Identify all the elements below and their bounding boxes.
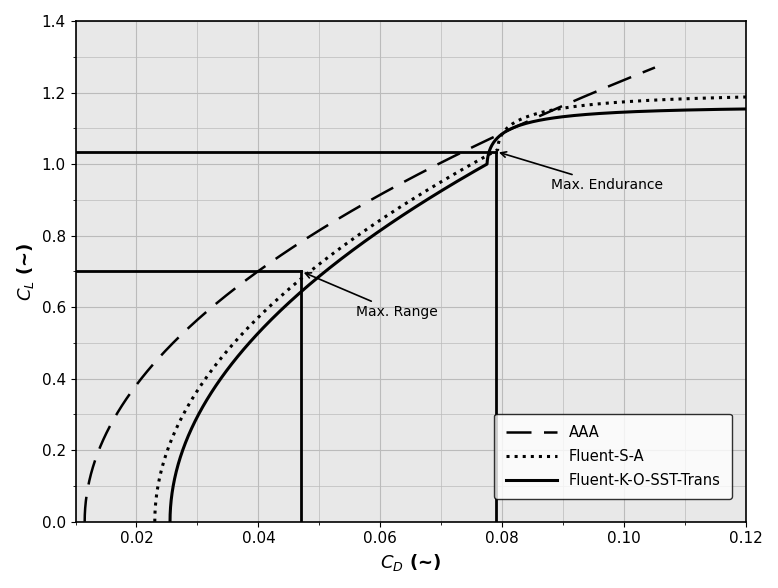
Fluent-K-O-SST-Trans — [241, 343, 251, 350]
Legend: AAA, Fluent-S-A, Fluent-K-O-SST-Trans: AAA, Fluent-S-A, Fluent-K-O-SST-Trans — [494, 413, 732, 499]
AAA — [170, 338, 179, 345]
Fluent-K-O-SST-Trans — [260, 323, 269, 330]
Fluent-K-O-SST-Trans — [549, 114, 559, 121]
Line: Fluent-K-O-SST-Trans: Fluent-K-O-SST-Trans — [170, 108, 778, 522]
Fluent-S-A — [150, 518, 159, 525]
Fluent-S-A — [152, 490, 162, 497]
Line: Fluent-S-A: Fluent-S-A — [155, 95, 778, 522]
AAA — [650, 64, 660, 71]
X-axis label: $C_D$ (~): $C_D$ (~) — [380, 552, 441, 573]
AAA — [141, 370, 150, 377]
Fluent-S-A — [701, 95, 710, 102]
Fluent-S-A — [230, 339, 239, 346]
Fluent-S-A — [187, 397, 196, 404]
Fluent-S-A — [151, 505, 160, 512]
Text: Max. Endurance: Max. Endurance — [500, 152, 663, 192]
Text: Max. Range: Max. Range — [305, 273, 438, 319]
AAA — [377, 191, 387, 198]
Fluent-K-O-SST-Trans — [166, 518, 175, 525]
Line: AAA: AAA — [85, 68, 655, 522]
Fluent-K-O-SST-Trans — [426, 193, 436, 201]
AAA — [80, 518, 89, 525]
Fluent-S-A — [559, 105, 569, 112]
AAA — [306, 232, 315, 239]
AAA — [381, 188, 391, 195]
AAA — [88, 463, 97, 470]
Fluent-K-O-SST-Trans — [521, 120, 531, 127]
Y-axis label: $C_L$ (~): $C_L$ (~) — [15, 242, 36, 300]
